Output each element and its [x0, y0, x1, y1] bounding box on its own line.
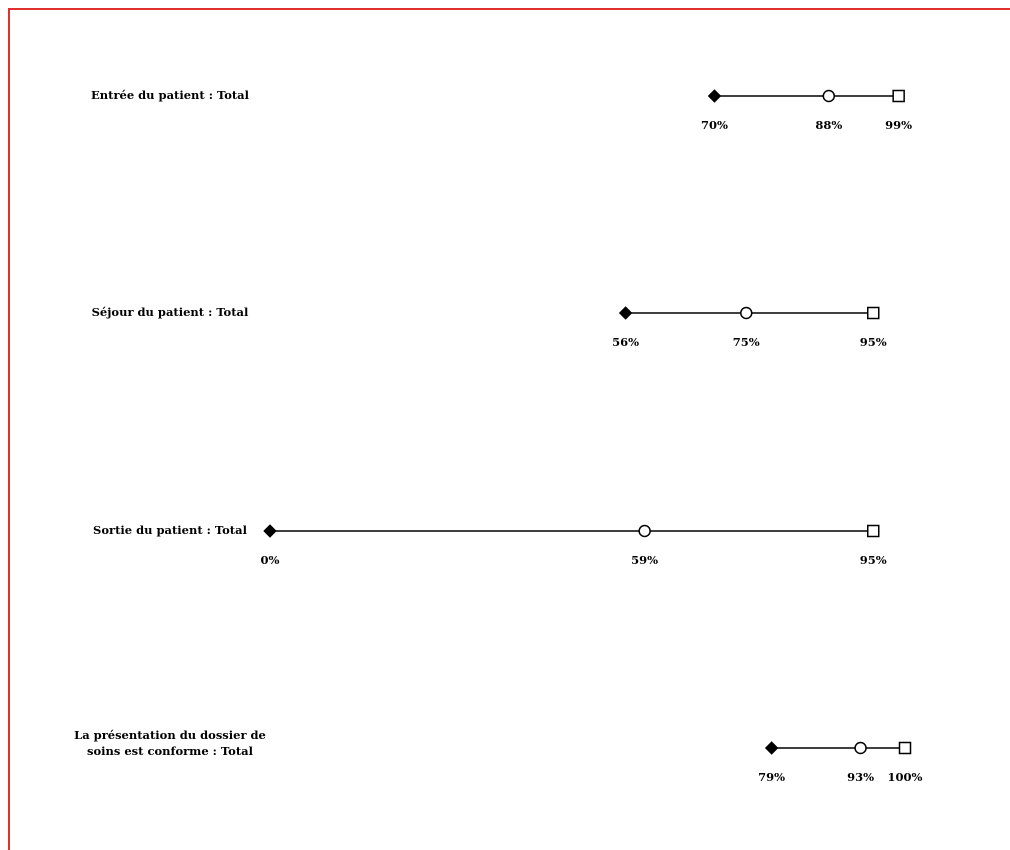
- max-value-label: 95%: [860, 335, 887, 349]
- mean-marker: [822, 89, 836, 103]
- min-marker: [618, 306, 633, 320]
- max-value-label: 95%: [860, 553, 887, 567]
- max-value-label: 99%: [885, 118, 912, 132]
- mean-marker: [740, 306, 753, 320]
- min-marker: [263, 524, 277, 538]
- category-label: Entrée du patient : Total: [91, 88, 250, 102]
- max-marker: [892, 89, 905, 103]
- frame-top-border: [8, 8, 1010, 10]
- min-value-label: 56%: [612, 335, 639, 349]
- mean-value-label: 93%: [847, 770, 874, 784]
- min-marker: [707, 89, 722, 103]
- max-marker: [898, 741, 912, 755]
- mean-value-label: 75%: [733, 335, 760, 349]
- max-value-label: 100%: [888, 770, 923, 784]
- category-label: La présentation du dossier de: [74, 728, 266, 742]
- frame-left-border: [8, 8, 10, 850]
- category-label: Sortie du patient : Total: [93, 523, 248, 537]
- category-label: soins est conforme : Total: [87, 744, 254, 758]
- max-marker: [867, 524, 880, 538]
- min-marker: [764, 741, 779, 755]
- min-value-label: 79%: [758, 770, 785, 784]
- max-marker: [867, 306, 880, 320]
- mean-value-label: 59%: [631, 553, 658, 567]
- min-value-label: 0%: [261, 553, 280, 567]
- mean-marker: [638, 524, 651, 538]
- mean-marker: [854, 741, 867, 755]
- category-label: Séjour du patient : Total: [92, 305, 249, 319]
- min-value-label: 70%: [701, 118, 728, 132]
- mean-value-label: 88%: [815, 118, 842, 132]
